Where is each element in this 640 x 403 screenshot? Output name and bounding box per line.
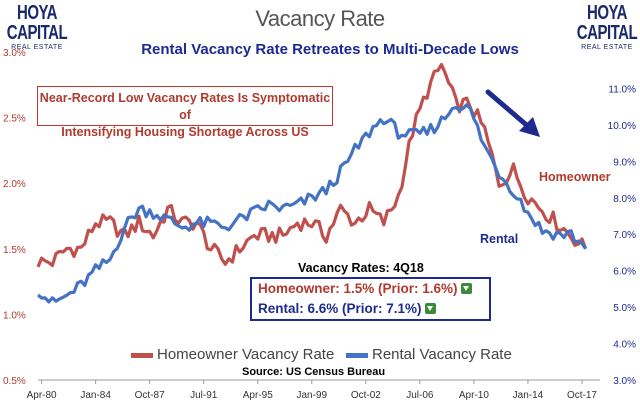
x-tick-label: Apr-95 [243, 390, 273, 401]
logo-wordmark: HOYA CAPITAL [576, 1, 638, 45]
annotation-line-1: Near-Record Low Vacancy Rates Is Symptom… [39, 91, 331, 122]
x-axis: Apr-80 Jan-84 Oct-87 Jul-91 Apr-95 Jan-99 Oct-… [27, 379, 600, 401]
chart-title: Vacancy Rate [255, 6, 385, 31]
y-right-tick-label: 9.0% [613, 157, 636, 168]
y-right-tick-label: 4.0% [613, 340, 636, 351]
x-tick-label: Apr-10 [459, 390, 489, 401]
legend-swatch-rental [346, 353, 368, 358]
annotation-box: Near-Record Low Vacancy Rates Is Symptom… [37, 86, 333, 139]
x-tick-label: Jul-91 [190, 390, 218, 401]
homeowner-series-label: Homeowner [539, 170, 611, 184]
logo-subtext: REAL ESTATE [11, 44, 63, 51]
homeowner-rate-text: Homeowner: 1.5% (Prior: 1.6%) [258, 281, 458, 296]
trend-arrow-head [519, 117, 540, 137]
y-right-tick-label: 11.0% [608, 84, 636, 95]
homeowner-rate-line: Homeowner: 1.5% (Prior: 1.6%) [258, 279, 489, 299]
x-tick-label: Oct-17 [567, 390, 597, 401]
y-right-tick-label: 10.0% [608, 121, 636, 132]
y-left-tick-label: 2.5% [3, 114, 26, 125]
annotation-line-2: Intensifying Housing Shortage Across US [61, 125, 309, 139]
y-right-tick-label: 5.0% [613, 303, 636, 314]
x-tick-label: Oct-87 [135, 390, 165, 401]
y-right-tick-label: 6.0% [613, 267, 636, 278]
hoya-capital-logo-right: HOYA CAPITAL REAL ESTATE [572, 3, 640, 51]
x-tick-label: Apr-80 [27, 390, 57, 401]
legend-rental: Rental Vacancy Rate [372, 346, 512, 363]
y-left-tick-label: 3.0% [3, 48, 26, 59]
rental-series-label: Rental [480, 232, 519, 246]
y-right-tick-label: 3.0% [613, 376, 636, 387]
source-note: Source: US Census Bureau [242, 366, 386, 378]
rental-rate-text: Rental: 6.6% (Prior: 7.1%) [258, 301, 422, 316]
x-tick-label: Jul-06 [406, 390, 434, 401]
legend-homeowner: Homeowner Vacancy Rate [157, 346, 335, 363]
y-axis-right: 3.0% 4.0% 5.0% 6.0% 7.0% 8.0% 9.0% 10.0% 11.0% [608, 84, 636, 387]
trend-arrow-line [485, 89, 533, 131]
y-axis-left: 0.5% 1.0% 1.5% 2.0% 2.5% 3.0% [3, 48, 26, 387]
hoya-capital-logo-left: HOYA CAPITAL REAL ESTATE [2, 3, 72, 51]
y-left-tick-label: 1.5% [3, 245, 26, 256]
logo-subtext: REAL ESTATE [581, 44, 633, 51]
down-arrow-icon [460, 283, 472, 294]
down-arrow-icon [424, 303, 436, 314]
y-left-tick-label: 1.0% [3, 310, 26, 321]
rental-vacancy-line [36, 103, 587, 304]
logo-wordmark: HOYA CAPITAL [6, 1, 68, 45]
x-tick-label: Jan-14 [513, 390, 544, 401]
y-left-tick-label: 2.0% [3, 179, 26, 190]
x-tick-label: Jan-84 [80, 390, 111, 401]
y-right-tick-label: 8.0% [613, 194, 636, 205]
y-right-tick-label: 7.0% [613, 230, 636, 241]
rental-rate-line: Rental: 6.6% (Prior: 7.1%) [258, 299, 489, 319]
x-tick-label: Oct-02 [351, 390, 381, 401]
y-left-tick-label: 0.5% [3, 376, 26, 387]
series-layer [36, 62, 588, 304]
chart-subtitle: Rental Vacancy Rate Retreates to Multi-D… [141, 41, 519, 58]
rates-header: Vacancy Rates: 4Q18 [298, 261, 424, 275]
legend-swatch-homeowner [131, 353, 153, 358]
x-tick-label: Jan-99 [297, 390, 328, 401]
trend-arrow [485, 89, 540, 137]
rates-box: Homeowner: 1.5% (Prior: 1.6%) Rental: 6.… [250, 277, 491, 321]
